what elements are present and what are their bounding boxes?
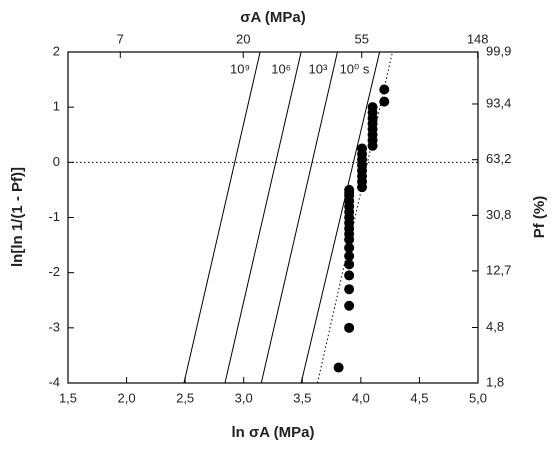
data-point (344, 251, 355, 262)
x-tick-label: 2,0 (118, 390, 136, 405)
top-tick-label: 148 (467, 31, 489, 46)
data-point (344, 322, 355, 333)
data-point (344, 259, 355, 270)
data-point (357, 143, 368, 154)
data-point (344, 242, 355, 253)
y-tick-label: -2 (48, 264, 60, 279)
series-line (260, 51, 338, 384)
data-point (344, 187, 355, 198)
top-tick-label: 55 (354, 31, 368, 46)
top-axis-title: σA (MPa) (240, 9, 306, 26)
y-tick-label: -3 (48, 319, 60, 334)
series-line (224, 51, 302, 384)
right-tick-label: 12,7 (486, 262, 511, 277)
data-point (344, 284, 355, 295)
top-tick-label: 20 (236, 31, 250, 46)
data-point (379, 96, 390, 107)
data-point (344, 300, 355, 311)
line-label: 10⁹ (230, 62, 250, 77)
line-label: 10³ (309, 62, 328, 77)
y-tick-label: -4 (48, 374, 60, 389)
x-tick-label: 1,5 (59, 390, 77, 405)
y-tick-label: 2 (53, 43, 60, 58)
right-tick-label: 30,8 (486, 207, 511, 222)
line-label: 10⁰ s (340, 62, 370, 77)
right-tick-label: 99,9 (486, 43, 511, 58)
y-tick-label: 1 (53, 99, 60, 114)
line-label: 10⁶ (271, 62, 291, 77)
y-axis-title: ln[ln 1/(1 - Pf)] (9, 167, 26, 267)
y-tick-label: -1 (48, 209, 60, 224)
x-tick-label: 4,0 (352, 390, 370, 405)
x-tick-label: 2,5 (176, 390, 194, 405)
x-tick-label: 5,0 (469, 390, 487, 405)
data-point (367, 102, 378, 113)
x-axis-title: ln σA (MPa) (231, 424, 314, 441)
top-tick-label: 7 (117, 31, 124, 46)
data-point (344, 270, 355, 281)
x-tick-label: 3,0 (235, 390, 253, 405)
data-point (333, 362, 344, 373)
data-point (379, 84, 390, 95)
series-line (300, 51, 381, 384)
series-line (183, 51, 261, 384)
x-tick-label: 4,5 (410, 390, 428, 405)
series-line (317, 51, 393, 384)
x-tick-label: 3,5 (293, 390, 311, 405)
right-tick-label: 93,4 (486, 95, 511, 110)
right-tick-label: 4,8 (486, 319, 504, 334)
right-axis-title: Pf (%) (531, 196, 548, 239)
right-tick-label: 63,2 (486, 151, 511, 166)
y-tick-label: 0 (53, 154, 60, 169)
right-tick-label: 1,8 (486, 374, 504, 389)
